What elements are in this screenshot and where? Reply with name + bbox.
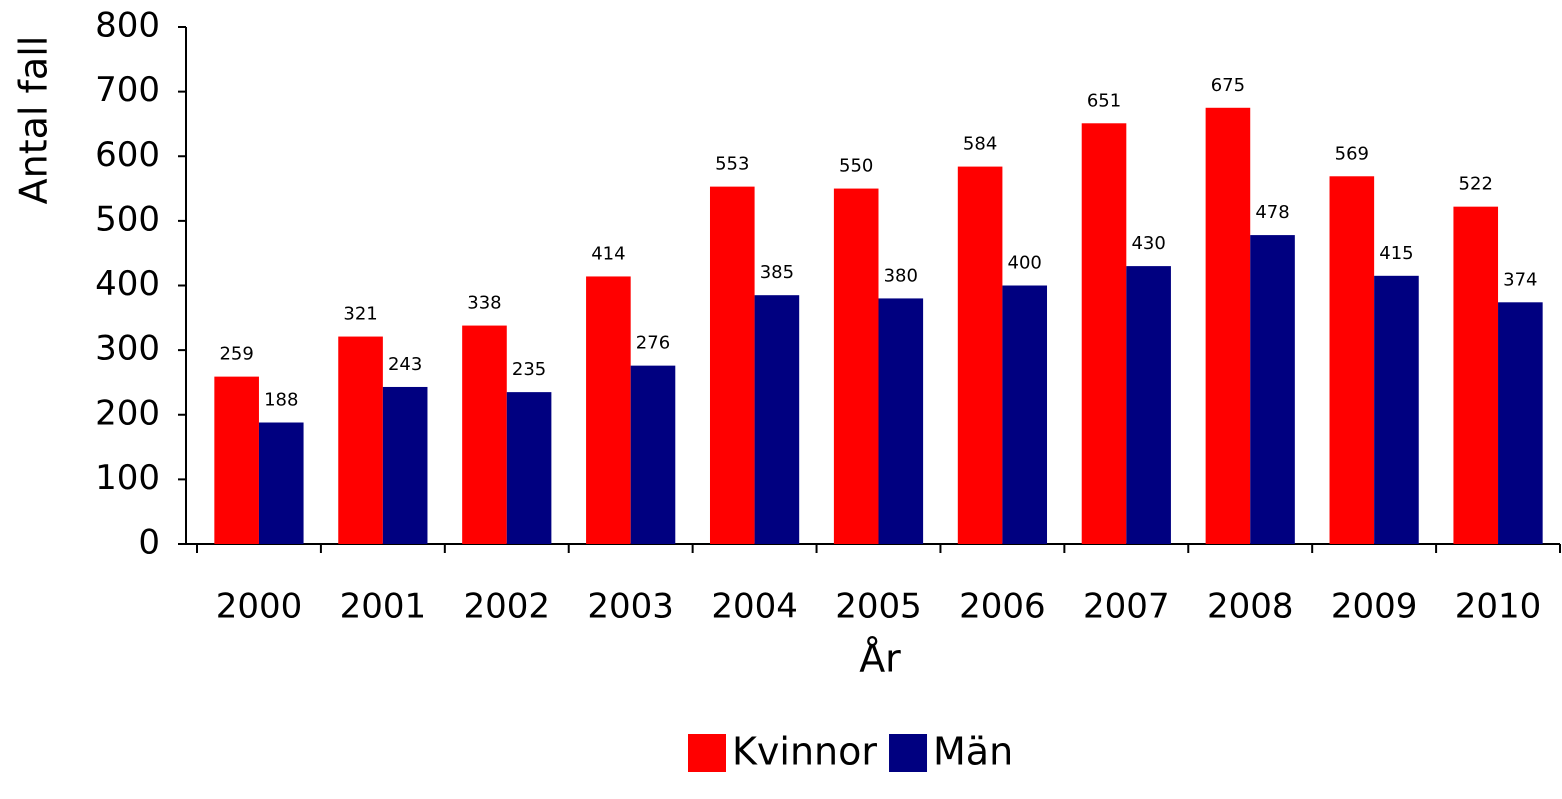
value-label: 651 <box>1087 90 1121 111</box>
value-label: 380 <box>884 265 918 286</box>
y-tick-label: 400 <box>95 264 160 304</box>
x-tick-label: 2010 <box>1455 587 1542 627</box>
value-label: 584 <box>963 134 997 155</box>
value-label: 478 <box>1255 202 1289 223</box>
x-tick-label: 2005 <box>835 587 922 627</box>
value-label: 259 <box>219 344 253 365</box>
value-label: 675 <box>1211 75 1245 96</box>
value-label: 385 <box>760 262 794 283</box>
bar <box>630 365 676 544</box>
value-label: 235 <box>512 359 546 380</box>
y-tick-label: 200 <box>95 393 160 433</box>
bar <box>878 298 924 544</box>
value-label: 188 <box>264 390 298 411</box>
y-tick-label: 700 <box>95 70 160 110</box>
x-tick-label: 2000 <box>216 587 303 627</box>
value-label: 569 <box>1335 143 1369 164</box>
x-tick-label: 2003 <box>587 587 674 627</box>
bar <box>754 295 800 544</box>
x-tick-label: 2006 <box>959 587 1046 627</box>
y-tick-label: 500 <box>95 199 160 239</box>
x-axis-label: År <box>859 637 901 681</box>
value-label: 243 <box>388 354 422 375</box>
bar <box>1374 275 1419 544</box>
x-tick-label: 2007 <box>1083 587 1170 627</box>
bar <box>214 376 259 544</box>
x-tick-label: 2001 <box>340 587 427 627</box>
value-label: 415 <box>1379 243 1413 264</box>
bar <box>957 166 1003 544</box>
bar <box>709 186 755 544</box>
bar <box>506 392 552 544</box>
bar <box>1002 285 1048 544</box>
y-tick-label: 300 <box>95 329 160 369</box>
value-label: 374 <box>1503 269 1537 290</box>
bar <box>1498 302 1543 544</box>
bar <box>462 325 507 544</box>
y-axis-label: Antal fall <box>12 36 56 205</box>
x-tick-label: 2002 <box>464 587 551 627</box>
bar <box>1329 176 1375 544</box>
bar <box>382 386 428 544</box>
bar <box>1081 123 1127 544</box>
y-tick-label: 800 <box>95 6 160 46</box>
x-tick-label: 2008 <box>1207 587 1294 627</box>
bar <box>338 336 383 544</box>
bar <box>1126 266 1171 544</box>
bar <box>1205 107 1251 544</box>
y-tick-label: 100 <box>95 458 160 498</box>
bar <box>258 422 304 544</box>
bar <box>1453 206 1499 544</box>
bar <box>1250 235 1295 544</box>
legend-swatch <box>688 734 726 772</box>
bar <box>586 276 631 544</box>
legend-label: Män <box>933 730 1013 774</box>
value-label: 400 <box>1008 253 1042 274</box>
value-label: 522 <box>1459 174 1493 195</box>
x-tick-label: 2009 <box>1331 587 1418 627</box>
value-label: 430 <box>1131 233 1165 254</box>
y-tick-label: 0 <box>138 523 160 563</box>
value-label: 550 <box>839 156 873 177</box>
legend-swatch <box>889 734 928 772</box>
value-label: 338 <box>467 293 501 314</box>
value-label: 276 <box>636 333 670 354</box>
legend-label: Kvinnor <box>732 730 877 774</box>
y-tick-label: 600 <box>95 135 160 175</box>
x-tick-label: 2004 <box>711 587 798 627</box>
value-label: 321 <box>343 304 377 325</box>
value-label: 553 <box>715 154 749 175</box>
value-label: 414 <box>591 243 625 264</box>
bar <box>833 188 879 544</box>
